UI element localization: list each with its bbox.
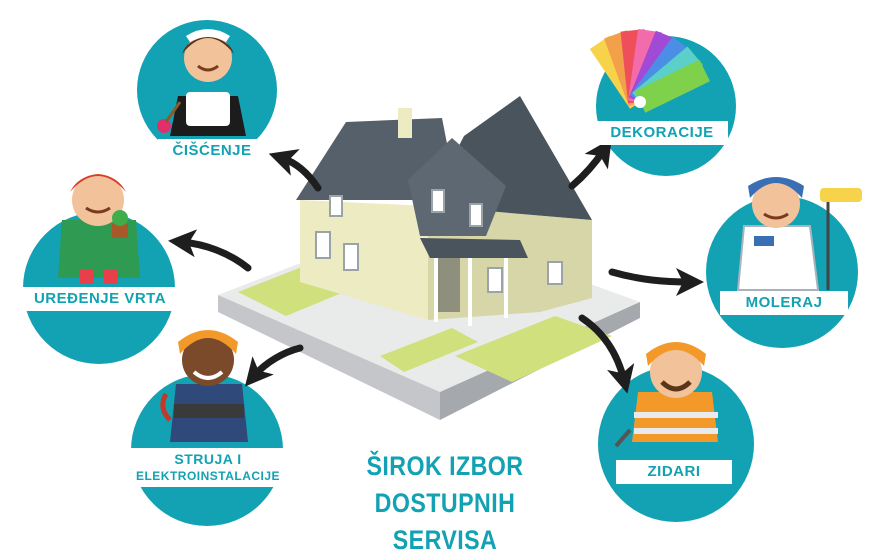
tagline-line1: ŠIROK IZBOR: [366, 451, 524, 481]
bricklayer-icon: [614, 342, 718, 448]
label-dekoracije: DEKORACIJE: [596, 121, 728, 145]
label-struja-line2: ELEKTROINSTALACIJE: [135, 468, 281, 483]
arrows: [168, 138, 704, 394]
tagline: ŠIROK IZBOR DOSTUPNIH SERVISA: [320, 448, 569, 559]
arrow-to-dekoracije: [568, 138, 612, 190]
arrow-to-ciscenje: [268, 149, 322, 192]
arrow-to-uredjenje-vrta: [168, 229, 252, 272]
arrow-to-struja: [244, 344, 304, 387]
label-uredjenje-vrta: UREĐENJE VRTA: [14, 287, 186, 311]
arrow-to-moleraj: [608, 267, 704, 296]
label-ciscenje: ČIŠĆENJE: [158, 139, 266, 163]
label-moleraj: MOLERAJ: [720, 291, 848, 315]
tagline-line2: DOSTUPNIH SERVISA: [374, 488, 516, 555]
arrow-to-zidari: [578, 314, 635, 394]
label-struja-line1: STRUJA I: [174, 451, 242, 467]
cleaning-lady-icon: [157, 29, 246, 136]
paint-palette-icon: [589, 29, 710, 113]
electrician-icon: [160, 330, 248, 442]
gardener-icon: [58, 174, 140, 284]
house-icon: [218, 96, 640, 420]
label-zidari: ZIDARI: [616, 460, 732, 484]
label-struja: STRUJA I ELEKTROINSTALACIJE: [122, 448, 294, 487]
painter-icon: [736, 177, 862, 291]
